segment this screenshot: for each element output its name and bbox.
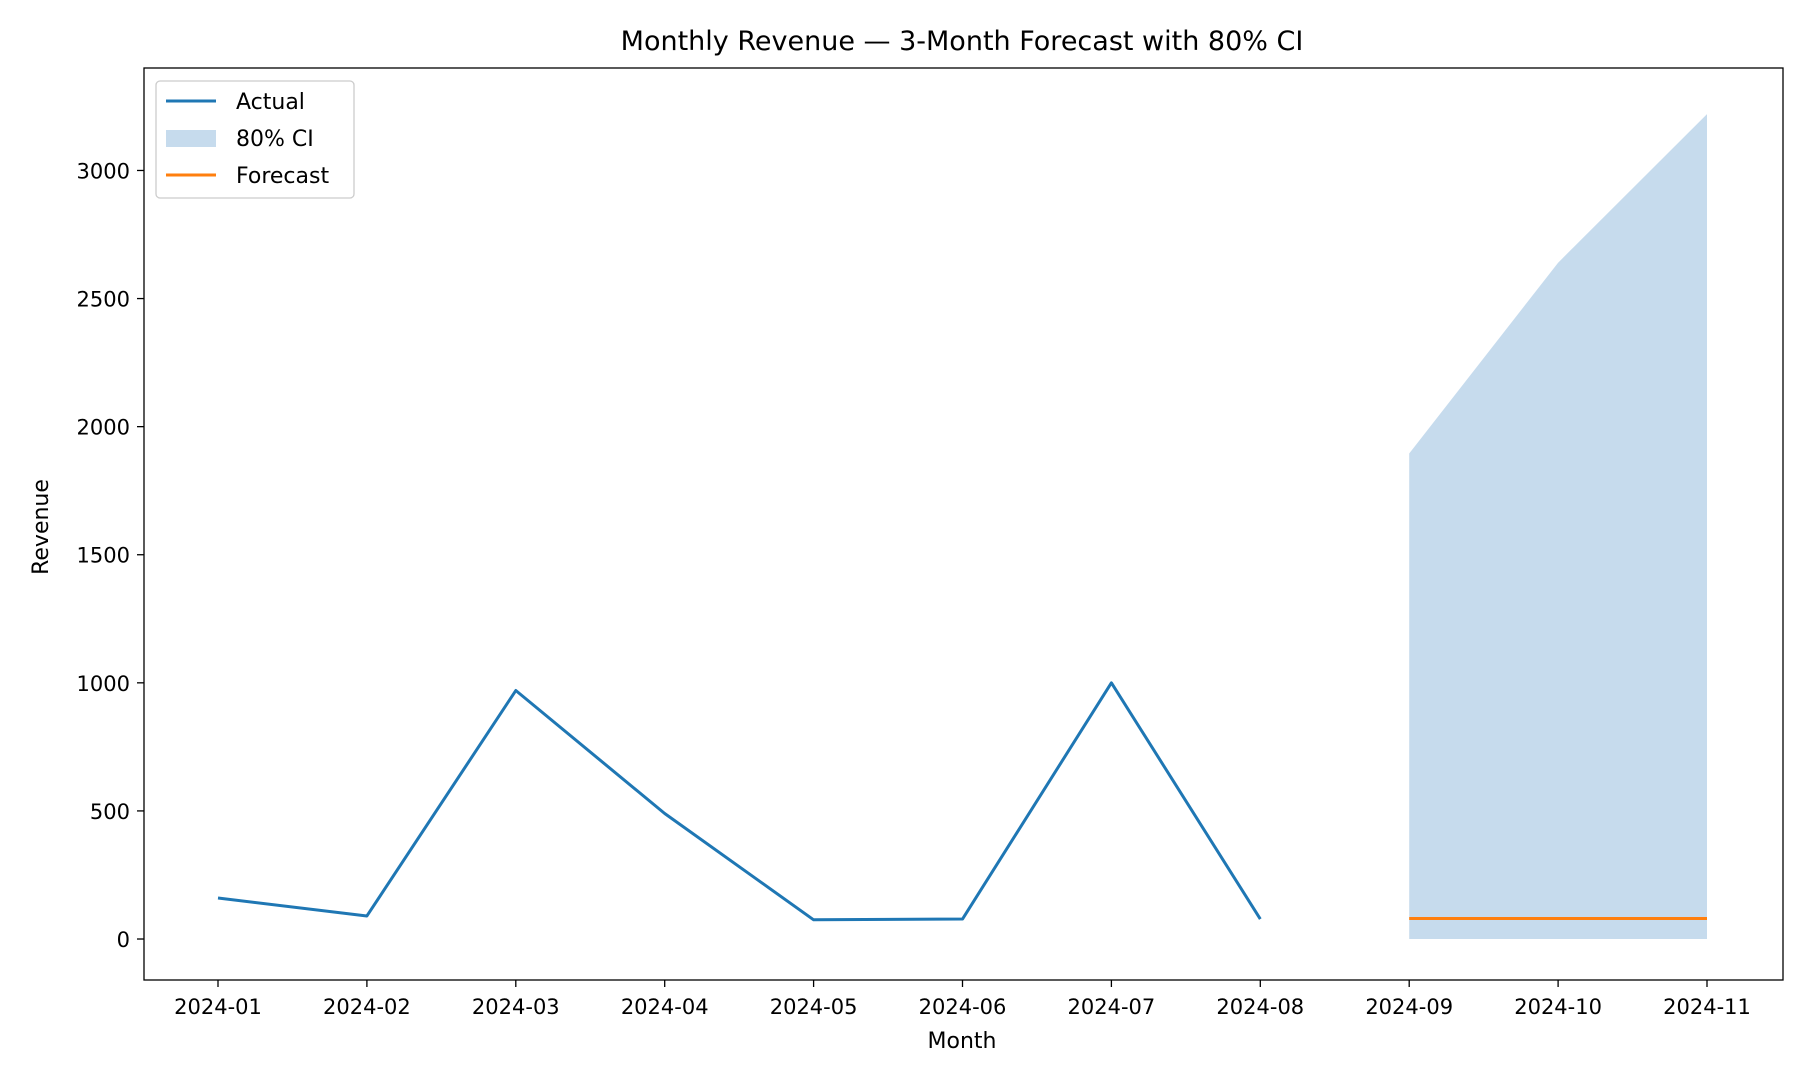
axes-frame bbox=[143, 67, 1784, 981]
legend-label-80-ci: 80% CI bbox=[236, 127, 314, 152]
x-tick-label: 2024-01 bbox=[174, 995, 262, 1019]
x-tick-label: 2024-07 bbox=[1068, 995, 1156, 1019]
legend-swatch-80-ci bbox=[166, 130, 216, 147]
x-tick-label: 2024-04 bbox=[621, 995, 709, 1019]
x-tick-label: 2024-09 bbox=[1365, 995, 1453, 1019]
x-axis: 2024-01 2024-02 2024-03 2024-04 2024-05 2024-… bbox=[174, 980, 1751, 1019]
x-tick-label: 2024-05 bbox=[770, 995, 858, 1019]
chart-title: Monthly Revenue — 3-Month Forecast with … bbox=[621, 26, 1304, 57]
legend-label-forecast: Forecast bbox=[236, 164, 329, 189]
y-tick-label: 500 bbox=[90, 800, 130, 824]
y-tick-label: 2500 bbox=[77, 288, 130, 312]
series-line-actual bbox=[217, 681, 1262, 922]
x-tick-label: 2024-08 bbox=[1216, 995, 1304, 1019]
x-axis-label: Month bbox=[928, 1029, 997, 1054]
legend: Actual 80% CI Forecast bbox=[155, 80, 355, 199]
legend-box bbox=[155, 80, 355, 199]
y-tick-label: 1000 bbox=[77, 672, 130, 696]
ci-band bbox=[1409, 114, 1707, 940]
y-tick-label: 3000 bbox=[77, 159, 130, 183]
plot-area bbox=[217, 114, 1707, 940]
legend-label-actual: Actual bbox=[236, 90, 305, 115]
x-tick-label: 2024-11 bbox=[1663, 995, 1751, 1019]
y-tick-label: 0 bbox=[117, 928, 130, 952]
y-tick-label: 1500 bbox=[77, 544, 130, 568]
x-tick-label: 2024-06 bbox=[919, 995, 1007, 1019]
x-tick-label: 2024-02 bbox=[323, 995, 411, 1019]
x-tick-label: 2024-10 bbox=[1514, 995, 1602, 1019]
y-axis: 0 500 1000 1500 2000 2500 3000 bbox=[77, 159, 144, 952]
x-tick-label: 2024-03 bbox=[472, 995, 560, 1019]
y-tick-label: 2000 bbox=[77, 416, 130, 440]
y-axis-label: Revenue bbox=[29, 479, 54, 575]
